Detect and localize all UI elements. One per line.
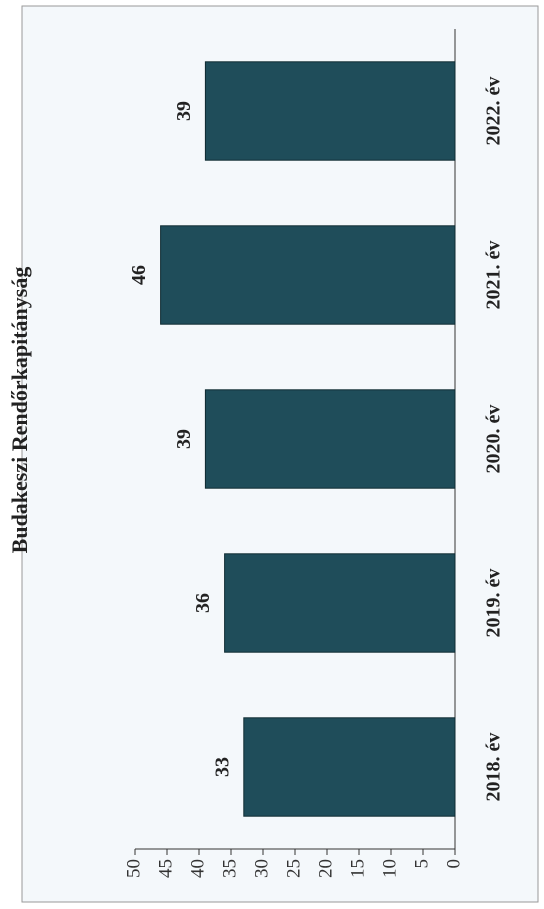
y-tick-label: 30 (251, 859, 272, 878)
data-label: 46 (128, 265, 150, 285)
y-tick-label: 40 (187, 859, 208, 878)
bar (160, 225, 456, 325)
y-tick-label: 35 (219, 859, 240, 878)
x-tick-label: 2018. év (483, 733, 505, 802)
bar (204, 389, 456, 489)
x-tick-label: 2022. év (483, 77, 505, 146)
rotated-chart: Budakeszi Rendőrkapitányság 0 5 10 15 20 25 30… (7, 29, 505, 878)
chart-title: Budakeszi Rendőrkapitányság (7, 267, 32, 554)
y-tick-label: 0 (443, 859, 464, 869)
data-label: 33 (211, 757, 233, 777)
data-label: 39 (173, 429, 195, 449)
bar (243, 717, 456, 817)
x-tick-label: 2020. év (483, 405, 505, 474)
data-label: 39 (173, 101, 195, 121)
y-tick-label: 20 (315, 859, 336, 878)
y-tick-label: 45 (155, 859, 176, 878)
y-tick-label: 5 (411, 859, 432, 869)
y-tick-label: 15 (347, 859, 368, 878)
x-tick-label: 2021. év (483, 241, 505, 310)
y-tick-label: 25 (283, 859, 304, 878)
data-label: 36 (192, 593, 214, 613)
y-tick-label: 50 (123, 859, 144, 878)
y-tick-label: 10 (379, 859, 400, 878)
bar (204, 61, 456, 161)
bar (224, 553, 456, 653)
x-tick-label: 2019. év (483, 569, 505, 638)
